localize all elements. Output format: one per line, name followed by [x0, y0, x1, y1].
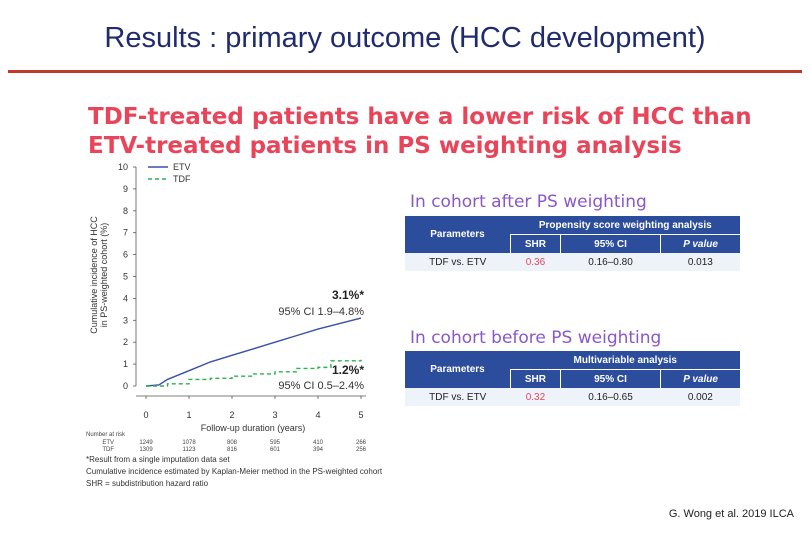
headline: TDF-treated patients have a lower risk o…	[88, 103, 752, 161]
etv-value-annotation: 3.1%*	[332, 288, 364, 302]
headline-line-1: TDF-treated patients have a lower risk o…	[88, 104, 752, 130]
section-title-after-ps: In cohort after PS weighting	[410, 192, 647, 212]
parameters-header: Parameters	[405, 351, 511, 388]
headline-line-2: ETV-treated patients in PS weighting ana…	[88, 133, 682, 159]
row-label: TDF vs. ETV	[405, 253, 511, 271]
y-axis-label-line-2: in PS-weighted cohort (%)	[99, 223, 109, 328]
y-axis-label: Cumulative incidence of HCC in PS-weight…	[89, 216, 109, 334]
column-header-ci: 95% CI	[559, 369, 661, 388]
citation: G. Wong et al. 2019 ILCA	[668, 508, 794, 520]
y-tick-label: 10	[118, 162, 128, 172]
footnote-imputation: *Result from a single imputation data se…	[86, 455, 230, 464]
risk-value: 595	[270, 440, 281, 446]
risk-value: 1123	[183, 447, 197, 453]
parameters-header: Parameters	[405, 216, 511, 253]
risk-value: 808	[227, 440, 238, 446]
x-tick-label: 0	[143, 410, 148, 420]
table-row: TDF vs. ETV 0.36 0.16–0.80 0.013	[405, 253, 740, 271]
cell-shr: 0.32	[510, 388, 561, 406]
group-header: Multivariable analysis	[510, 351, 740, 370]
x-tick-label: 3	[272, 410, 277, 420]
title-divider	[8, 70, 802, 73]
legend-label-etv: ETV	[173, 162, 191, 172]
y-tick-label: 7	[123, 228, 128, 238]
y-axis-label-line-1: Cumulative incidence of HCC	[89, 216, 99, 334]
risk-value: 816	[227, 447, 238, 453]
series-line-tdf	[146, 359, 362, 387]
column-header-p: P value	[660, 234, 740, 253]
y-tick-label: 4	[123, 293, 128, 303]
etv-ci-annotation: 95% CI 1.9–4.8%	[278, 306, 364, 318]
number-at-risk-label: Number at risk	[86, 432, 126, 438]
cell-p-value: 0.002	[660, 388, 740, 406]
y-tick-label: 1	[123, 359, 128, 369]
x-axis-label: Follow-up duration (years)	[201, 423, 306, 433]
column-header-shr: SHR	[510, 234, 561, 253]
y-tick-label: 8	[123, 206, 128, 216]
column-header-shr: SHR	[510, 369, 561, 388]
table-before-ps-weighting: Parameters Multivariable analysis SHR 95…	[405, 351, 740, 406]
risk-value: 256	[356, 447, 367, 453]
x-axis: 0 1 2 3 4 5	[136, 395, 366, 420]
x-tick-label: 1	[186, 410, 191, 420]
risk-value: 266	[356, 440, 367, 446]
risk-value: 410	[313, 440, 324, 446]
table-after-ps-weighting: Parameters Propensity score weighting an…	[405, 216, 740, 271]
section-title-before-ps: In cohort before PS weighting	[410, 328, 662, 348]
y-axis: 0 1 2 3 4 5 6 7 8 9 10	[118, 162, 137, 391]
number-at-risk-table: ETV 1249 1078 808 595 410 266 TDF 1309 1123 816 601…	[102, 440, 366, 453]
y-tick-label: 6	[123, 250, 128, 260]
risk-value: 1249	[139, 440, 153, 446]
risk-value: 1309	[139, 447, 153, 453]
cell-shr: 0.36	[510, 253, 561, 271]
risk-value: 601	[270, 447, 281, 453]
cell-p-value: 0.013	[660, 253, 740, 271]
y-tick-label: 3	[123, 315, 128, 325]
footnote-kaplan-meier: Cumulative incidence estimated by Kaplan…	[86, 467, 383, 476]
cell-ci: 0.16–0.80	[560, 253, 661, 271]
group-header: Propensity score weighting analysis	[510, 216, 740, 235]
y-tick-label: 5	[123, 272, 128, 282]
x-tick-label: 2	[229, 410, 234, 420]
x-tick-label: 4	[315, 410, 320, 420]
y-tick-label: 9	[123, 184, 128, 194]
y-tick-label: 0	[123, 381, 128, 391]
risk-value: 1078	[182, 440, 196, 446]
legend-label-tdf: TDF	[173, 174, 191, 184]
x-tick-label: 5	[358, 410, 363, 420]
risk-value: 394	[313, 447, 324, 453]
series-line-etv	[145, 317, 362, 387]
tdf-value-annotation: 1.2%*	[332, 363, 364, 377]
table-row: TDF vs. ETV 0.32 0.16–0.65 0.002	[405, 388, 740, 406]
column-header-p: P value	[660, 369, 740, 388]
column-header-ci: 95% CI	[559, 234, 661, 253]
risk-group-label: TDF	[102, 447, 114, 453]
risk-group-label: ETV	[102, 440, 114, 446]
y-tick-label: 2	[123, 337, 128, 347]
legend: ETV TDF	[148, 162, 191, 184]
row-label: TDF vs. ETV	[405, 388, 511, 406]
slide-title: Results : primary outcome (HCC developme…	[104, 22, 706, 54]
series-lines	[145, 317, 362, 387]
cell-ci: 0.16–0.65	[560, 388, 661, 406]
tdf-ci-annotation: 95% CI 0.5–2.4%	[278, 380, 364, 392]
footnote-shr: SHR = subdistribution hazard ratio	[86, 479, 209, 488]
